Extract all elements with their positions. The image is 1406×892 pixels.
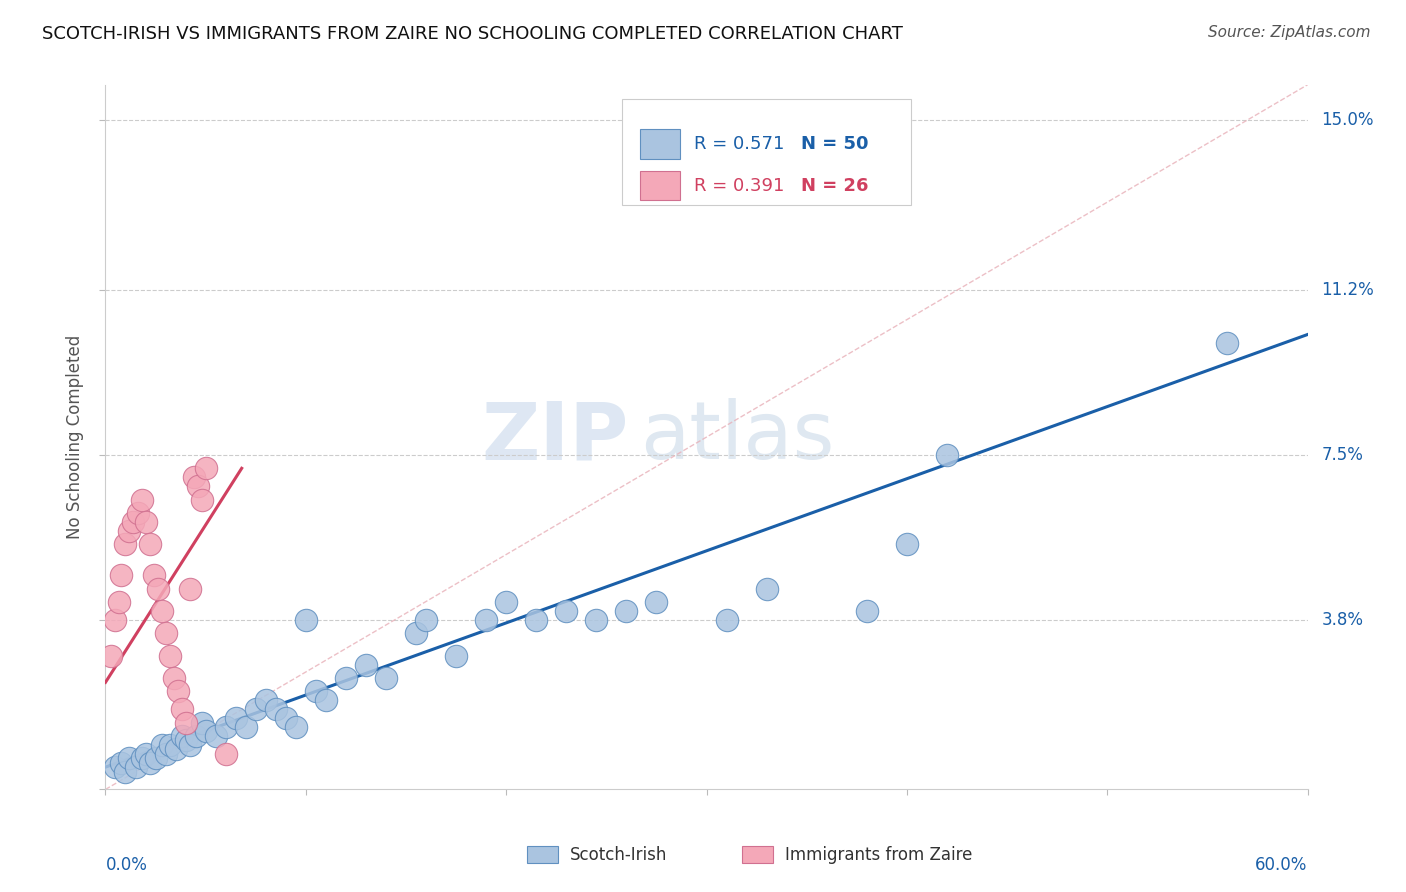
Y-axis label: No Schooling Completed: No Schooling Completed: [66, 335, 84, 539]
Text: Scotch-Irish: Scotch-Irish: [569, 846, 666, 863]
Text: 3.8%: 3.8%: [1322, 611, 1364, 629]
Point: [616, 604, 638, 618]
Text: atlas: atlas: [640, 398, 835, 476]
Point: [214, 720, 236, 734]
Point: [124, 760, 146, 774]
Point: [118, 751, 141, 765]
Point: [146, 582, 169, 596]
Point: [108, 595, 131, 609]
Point: [135, 747, 157, 761]
Point: [585, 613, 607, 627]
Point: [855, 604, 877, 618]
Point: [936, 448, 959, 462]
Point: [335, 671, 357, 685]
Point: [495, 595, 517, 609]
Point: [444, 648, 467, 663]
Point: [225, 711, 247, 725]
Text: ZIP: ZIP: [481, 398, 628, 476]
Point: [264, 702, 287, 716]
Point: [190, 492, 212, 507]
Point: [315, 693, 337, 707]
Point: [235, 720, 257, 734]
Point: [142, 568, 165, 582]
Text: R = 0.391: R = 0.391: [695, 177, 785, 194]
Point: [155, 747, 177, 761]
Point: [716, 613, 738, 627]
Point: [135, 515, 157, 529]
Point: [475, 613, 498, 627]
Point: [166, 684, 188, 698]
Point: [159, 738, 181, 752]
Point: [127, 506, 149, 520]
Point: [170, 729, 193, 743]
Point: [374, 671, 398, 685]
Point: [131, 751, 153, 765]
Text: 7.5%: 7.5%: [1322, 446, 1364, 464]
Point: [159, 648, 181, 663]
Text: 60.0%: 60.0%: [1256, 856, 1308, 874]
Point: [170, 702, 193, 716]
Point: [187, 479, 209, 493]
Point: [415, 613, 437, 627]
Point: [204, 729, 226, 743]
Point: [194, 724, 217, 739]
Text: N = 50: N = 50: [801, 136, 869, 153]
Point: [194, 461, 217, 475]
Point: [110, 756, 132, 770]
Point: [165, 742, 187, 756]
Point: [184, 729, 207, 743]
Point: [138, 537, 160, 551]
Point: [150, 738, 173, 752]
Point: [110, 568, 132, 582]
Point: [104, 613, 127, 627]
Point: [214, 747, 236, 761]
Text: SCOTCH-IRISH VS IMMIGRANTS FROM ZAIRE NO SCHOOLING COMPLETED CORRELATION CHART: SCOTCH-IRISH VS IMMIGRANTS FROM ZAIRE NO…: [42, 25, 903, 43]
Point: [179, 582, 201, 596]
Point: [114, 537, 136, 551]
Point: [405, 626, 427, 640]
Point: [183, 470, 205, 484]
Point: [138, 756, 160, 770]
Point: [896, 537, 918, 551]
Point: [179, 738, 201, 752]
Point: [245, 702, 267, 716]
Point: [155, 626, 177, 640]
Point: [114, 764, 136, 779]
Point: [131, 492, 153, 507]
Text: R = 0.571: R = 0.571: [695, 136, 785, 153]
Point: [274, 711, 297, 725]
Point: [122, 515, 145, 529]
Text: Immigrants from Zaire: Immigrants from Zaire: [785, 846, 972, 863]
Point: [354, 657, 377, 672]
Point: [162, 671, 184, 685]
Point: [104, 760, 127, 774]
Text: 11.2%: 11.2%: [1322, 281, 1374, 299]
Point: [755, 582, 778, 596]
Point: [174, 733, 197, 747]
Point: [1216, 336, 1239, 351]
Point: [284, 720, 307, 734]
Point: [524, 613, 547, 627]
Point: [305, 684, 328, 698]
Point: [645, 595, 668, 609]
Point: [174, 715, 197, 730]
Text: 0.0%: 0.0%: [105, 856, 148, 874]
Point: [295, 613, 318, 627]
Text: N = 26: N = 26: [801, 177, 869, 194]
Point: [150, 604, 173, 618]
Point: [555, 604, 578, 618]
Point: [254, 693, 277, 707]
Text: Source: ZipAtlas.com: Source: ZipAtlas.com: [1208, 25, 1371, 40]
Point: [190, 715, 212, 730]
Point: [100, 648, 122, 663]
Point: [118, 524, 141, 538]
Text: 15.0%: 15.0%: [1322, 112, 1374, 129]
Point: [145, 751, 167, 765]
